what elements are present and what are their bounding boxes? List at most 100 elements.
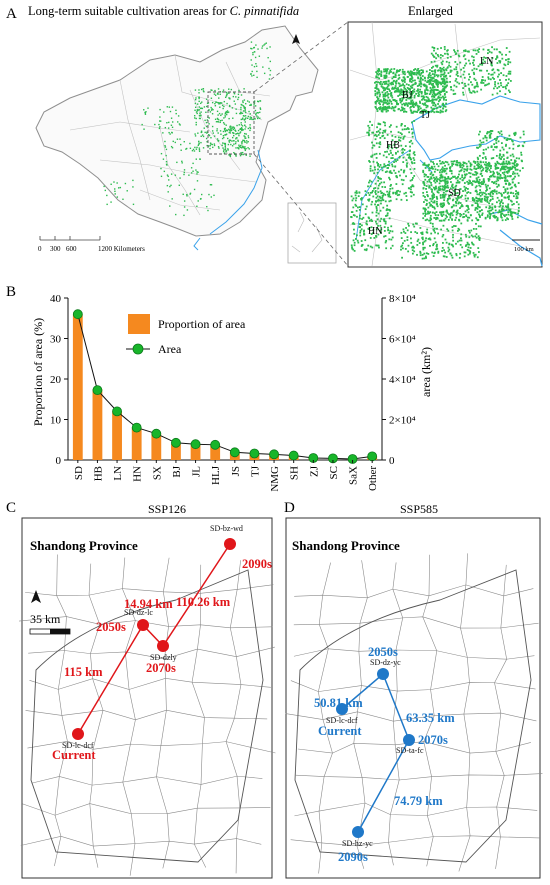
d-point-current bbox=[336, 703, 348, 715]
d-dist-3: 74.79 km bbox=[394, 794, 443, 808]
area-line bbox=[77, 314, 373, 460]
d-label-2090s: 2090s bbox=[338, 850, 368, 864]
d-label-2050s: 2050s bbox=[368, 645, 398, 659]
x-tick-label: BJ bbox=[171, 465, 183, 477]
label-sd: SD bbox=[448, 188, 461, 199]
y-axis-left-label: Proportion of area (%) bbox=[31, 318, 45, 426]
c-site-2090s: SD-bz-wd bbox=[210, 524, 243, 533]
c-site-2050s: SD-dz-lc bbox=[124, 608, 153, 617]
y-right-tick-label: 6×10⁴ bbox=[389, 334, 416, 346]
d-site-2070s: SD-ta-fc bbox=[396, 746, 424, 755]
area-point-NMG bbox=[269, 449, 279, 460]
y-right-tick-label: 4×10⁴ bbox=[389, 374, 416, 386]
y-axis-right-label: area (km²) bbox=[419, 347, 433, 397]
area-point-HB bbox=[92, 385, 103, 396]
c-site-current: SD-lc-dcf bbox=[62, 741, 94, 750]
area-point-SaX bbox=[347, 454, 358, 464]
x-tick-label: SC bbox=[328, 466, 340, 479]
area-point-JS bbox=[229, 447, 240, 458]
label-hb: HB bbox=[386, 140, 400, 151]
x-tick-label: JL bbox=[191, 466, 203, 477]
d-point-2090s bbox=[352, 826, 364, 838]
area-point-SD bbox=[72, 309, 83, 320]
china-scale-bar: 0 300 600 1200 Kilometers bbox=[38, 236, 145, 253]
bar-HN bbox=[131, 427, 142, 460]
x-tick-label: NMG bbox=[269, 466, 281, 492]
enlarged-water bbox=[355, 95, 543, 267]
area-point-SX bbox=[151, 428, 162, 439]
x-tick-label: HLJ bbox=[210, 465, 222, 485]
panel-a-letter: A bbox=[6, 6, 17, 22]
y-right-tick-label: 0 bbox=[389, 455, 395, 467]
legend-label-area: Area bbox=[158, 342, 182, 356]
panel-c-scale-label: 35 km bbox=[30, 612, 61, 626]
bar-JL bbox=[190, 444, 201, 460]
label-hn: HN bbox=[368, 226, 382, 237]
china-outline bbox=[35, 25, 319, 237]
x-tick-label: HB bbox=[92, 466, 104, 481]
c-point-2070s bbox=[157, 640, 169, 652]
legend-marker-area bbox=[132, 343, 144, 355]
china-suitable-areas bbox=[103, 41, 272, 217]
y-right-tick-label: 2×10⁴ bbox=[389, 415, 416, 427]
d-dist-1: 50.81 km bbox=[314, 696, 363, 710]
panel-c-map: Shandong Province 35 km Current 2050s 20… bbox=[18, 517, 276, 879]
bar-HLJ bbox=[210, 445, 221, 460]
x-tick-label: SH bbox=[289, 466, 301, 480]
enlarged-scale-label: 100 km bbox=[514, 246, 534, 253]
panel-c-scenario: SSP126 bbox=[148, 502, 187, 516]
enlarged-suitable-areas bbox=[350, 46, 526, 260]
scale-tick-600: 600 bbox=[66, 245, 77, 253]
area-point-TJ bbox=[249, 448, 260, 459]
c-label-2050s: 2050s bbox=[96, 620, 126, 634]
c-label-2070s: 2070s bbox=[146, 661, 176, 675]
panel-a-title-species: C. pinnatifida bbox=[229, 4, 300, 18]
c-label-2090s: 2090s bbox=[242, 557, 272, 571]
c-dist-3: 110.26 km bbox=[176, 595, 231, 609]
d-dist-2: 63.35 km bbox=[406, 711, 455, 725]
bar-SD bbox=[72, 314, 83, 460]
d-site-2050s: SD-dz-yc bbox=[370, 658, 401, 667]
area-point-SH bbox=[288, 450, 299, 461]
c-label-current: Current bbox=[52, 748, 96, 762]
panel-a-title-text: Long-term suitable cultivation areas for bbox=[28, 4, 230, 18]
scale-tick-1200: 1200 Kilometers bbox=[98, 245, 145, 253]
panel-d-scenario: SSP585 bbox=[400, 502, 439, 516]
x-tick-label: SD bbox=[73, 466, 85, 480]
bar-SX bbox=[151, 433, 162, 460]
c-dist-1: 115 km bbox=[64, 665, 103, 679]
d-label-2070s: 2070s bbox=[418, 733, 448, 747]
x-tick-label: JS bbox=[230, 466, 242, 476]
north-arrow-icon-c bbox=[31, 590, 41, 603]
panel-d-letter: D bbox=[284, 500, 295, 516]
y-left-tick-label: 30 bbox=[50, 334, 62, 346]
scale-tick-0: 0 bbox=[38, 245, 42, 253]
c-site-2070s: SD-dzly bbox=[150, 653, 177, 662]
area-point-HN bbox=[131, 422, 142, 433]
south-china-sea-inset bbox=[287, 202, 337, 264]
area-point-Other bbox=[367, 451, 378, 462]
bar-line-chart: Proportion of area (%) area (km²) 0 10 20 3… bbox=[31, 293, 433, 492]
c-point-2090s bbox=[224, 538, 236, 550]
label-bj: BJ bbox=[402, 90, 413, 101]
china-map: 0 300 600 1200 Kilometers LN BJ TJ HB SD… bbox=[35, 21, 543, 268]
y-left-tick-label: 0 bbox=[56, 455, 62, 467]
china-coast-water bbox=[193, 149, 263, 251]
c-dist-2: 14.94 km bbox=[124, 597, 173, 611]
panel-c-province: Shandong Province bbox=[30, 538, 138, 553]
y-left-tick-label: 20 bbox=[50, 374, 62, 386]
panel-b-letter: B bbox=[6, 284, 17, 300]
panel-c-letter: C bbox=[6, 500, 17, 516]
panel-d-map: Shandong Province Current 2050s 2070s 20… bbox=[285, 517, 543, 879]
d-point-2050s bbox=[377, 668, 389, 680]
scale-tick-300: 300 bbox=[50, 245, 61, 253]
x-tick-label: ZJ bbox=[308, 465, 320, 477]
d-site-2090s: SD-hz-yc bbox=[342, 839, 373, 848]
area-point-JL bbox=[190, 439, 201, 450]
y-right-tick-label: 8×10⁴ bbox=[389, 293, 416, 305]
panel-a-title: Long-term suitable cultivation areas for… bbox=[28, 4, 299, 19]
y-left-tick-label: 40 bbox=[50, 293, 62, 305]
area-point-HLJ bbox=[210, 439, 221, 450]
area-point-BJ bbox=[171, 437, 181, 448]
x-tick-label: TJ bbox=[249, 465, 261, 477]
